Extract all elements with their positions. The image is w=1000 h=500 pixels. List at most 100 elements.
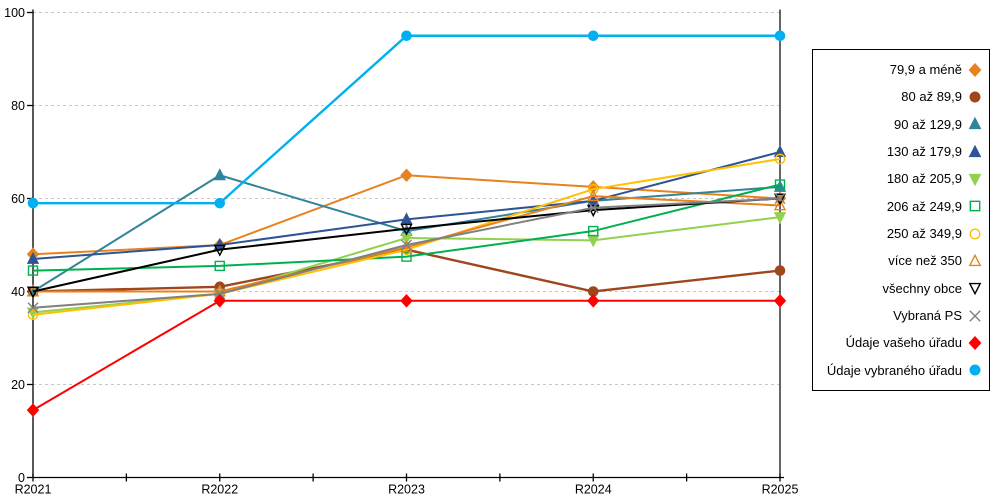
y-tick-label: 40 xyxy=(11,285,25,299)
legend-marker-206-az-249-9 xyxy=(969,200,981,212)
x-tick-label: R2024 xyxy=(575,483,612,497)
legend-item-80-az-89-9: 80 až 89,9 xyxy=(817,85,983,109)
data-point-marker xyxy=(773,294,787,308)
legend-marker-180-az-205-9 xyxy=(968,173,982,187)
series-udaje-vybraneho-uradu xyxy=(27,30,786,209)
gridlines xyxy=(33,12,783,385)
data-point-marker xyxy=(214,288,226,300)
series-line xyxy=(32,299,780,411)
legend-item-label: 90 až 129,9 xyxy=(894,116,962,132)
legend-item-label: 80 až 89,9 xyxy=(901,89,962,105)
data-point-marker xyxy=(968,117,982,130)
data-point-marker xyxy=(27,309,39,321)
legend-marker-udaje-vybraneho-uradu xyxy=(969,364,981,376)
data-point-marker xyxy=(587,294,600,308)
data-point-marker xyxy=(587,202,599,214)
data-point-marker xyxy=(969,91,981,103)
data-point-marker xyxy=(400,223,413,236)
legend-marker-250-az-349-9 xyxy=(969,228,981,240)
legend-marker-130-az-179-9 xyxy=(968,144,982,157)
data-point-marker xyxy=(969,228,981,240)
legend-item-90-az-129-9: 90 až 129,9 xyxy=(817,112,983,136)
series-udaje-vaseho-uradu xyxy=(26,294,787,417)
legend-item-udaje-vaseho-uradu: Údaje vašeho úřadu xyxy=(817,331,983,355)
x-tick-label: R2022 xyxy=(201,483,238,497)
legend-marker-udaje-vaseho-uradu xyxy=(968,335,982,350)
data-point-marker xyxy=(213,244,226,257)
series-206-az-249-9 xyxy=(27,179,786,276)
series-vsechny-obce xyxy=(26,193,787,299)
legend-item-vybrana-ps: Vybraná PS xyxy=(817,304,983,328)
legend-item-label: Údaje vybraného úřadu xyxy=(826,362,962,378)
data-point-marker xyxy=(587,189,600,202)
data-point-marker xyxy=(401,30,412,42)
legend-item-250-az-349-9: 250 až 349,9 xyxy=(817,222,983,246)
data-point-marker xyxy=(27,197,39,209)
legend-item-label: 250 až 349,9 xyxy=(886,226,962,242)
data-point-marker xyxy=(214,260,225,272)
legend-item-label: Údaje vašeho úřadu xyxy=(845,335,962,351)
y-tick-label: 80 xyxy=(11,99,25,113)
y-tick-label: 100 xyxy=(4,6,25,20)
legend-item-79-9-a-mene: 79,9 a méně xyxy=(817,58,983,82)
legend-marker-vice-nez-350 xyxy=(968,253,982,267)
data-point-marker xyxy=(968,335,982,350)
series-vybrana-ps xyxy=(27,193,786,314)
legend-marker-vsechny-obce xyxy=(968,283,982,296)
legend-item-206-az-249-9: 206 až 249,9 xyxy=(817,194,983,218)
series-vice-nez-350 xyxy=(26,189,787,297)
series-line xyxy=(33,195,781,293)
data-point-marker xyxy=(587,30,599,42)
data-point-marker xyxy=(969,364,981,376)
x-tick-label: R2021 xyxy=(15,483,52,497)
data-point-marker xyxy=(969,309,981,322)
data-point-marker xyxy=(774,193,786,204)
y-tick-label: 20 xyxy=(11,378,25,392)
data-point-marker xyxy=(401,239,412,251)
legend-item-udaje-vybraneho-uradu: Údaje vybraného úřadu xyxy=(817,358,983,382)
data-point-marker xyxy=(27,302,39,314)
data-point-marker xyxy=(27,265,39,276)
legend-item-label: Vybraná PS xyxy=(893,308,962,324)
data-point-marker xyxy=(588,225,599,237)
x-tick-label: R2023 xyxy=(388,483,425,497)
legend-marker-80-az-89-9 xyxy=(969,91,981,103)
data-point-marker xyxy=(214,197,226,209)
legend-item-130-az-179-9: 130 až 179,9 xyxy=(817,140,983,164)
data-point-marker xyxy=(773,212,787,225)
legend-item-label: 206 až 249,9 xyxy=(886,198,962,214)
series-line xyxy=(32,197,781,293)
data-point-marker xyxy=(968,62,982,77)
data-point-marker xyxy=(400,294,413,308)
data-point-marker xyxy=(774,153,786,165)
legend-item-180-az-205-9: 180 až 205,9 xyxy=(817,167,983,191)
series-line xyxy=(32,157,781,316)
legend-item-label: 180 až 205,9 xyxy=(886,171,962,187)
data-point-marker xyxy=(773,198,787,211)
data-point-marker xyxy=(26,286,40,299)
data-point-marker xyxy=(26,403,40,417)
data-point-marker xyxy=(587,183,599,195)
x-tick-label: R2025 xyxy=(762,483,799,497)
data-point-marker xyxy=(774,179,786,190)
y-tick-label: 0 xyxy=(18,471,25,485)
data-point-marker xyxy=(968,144,982,157)
data-point-marker xyxy=(26,251,40,264)
legend-item-label: všechny obce xyxy=(882,280,963,296)
legend-item-vice-nez-350: více než 350 xyxy=(817,249,983,273)
axes: 0 20 40 60 80 100 R2021 R2022 R2023 R2024 R2025 xyxy=(4,6,798,497)
data-point-marker xyxy=(213,168,226,181)
data-point-marker xyxy=(968,253,982,267)
data-point-marker xyxy=(774,265,786,276)
chart-legend: 79,9 a méně 80 až 89,9 90 až 129,9 130 až 1… xyxy=(812,49,990,391)
series-line xyxy=(32,183,781,272)
data-point-marker xyxy=(213,294,226,308)
legend-item-label: 79,9 a méně xyxy=(889,62,962,78)
data-point-marker xyxy=(400,168,413,183)
data-point-marker xyxy=(773,144,787,157)
legend-marker-vybrana-ps xyxy=(969,309,981,322)
legend-item-vsechny-obce: všechny obce xyxy=(817,276,983,300)
y-tick-label: 60 xyxy=(11,192,25,206)
